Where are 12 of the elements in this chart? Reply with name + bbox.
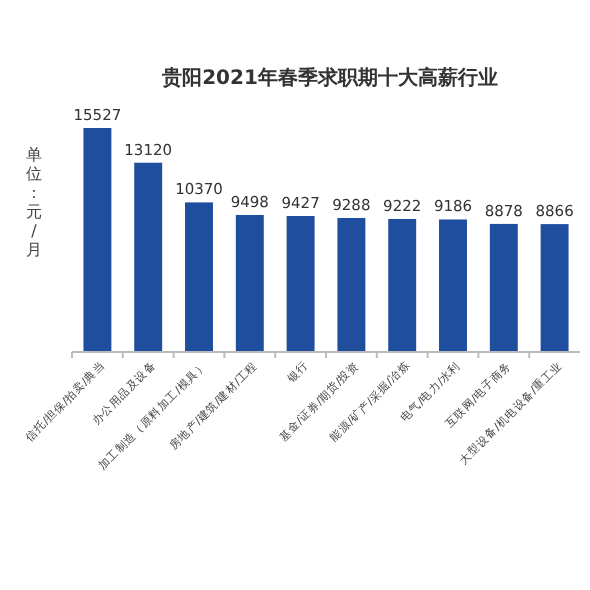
bar	[185, 202, 213, 352]
bar	[83, 128, 112, 352]
bar	[489, 223, 518, 352]
bar	[388, 218, 417, 352]
chart-title: 贵阳2021年春季求职期十大高薪行业	[160, 66, 498, 90]
y-axis-title: 单位：元/月	[26, 146, 42, 259]
bar	[286, 216, 315, 352]
bar	[134, 162, 163, 352]
bar	[439, 219, 467, 352]
bar	[337, 218, 366, 352]
bar	[540, 224, 569, 352]
bar	[235, 214, 264, 352]
